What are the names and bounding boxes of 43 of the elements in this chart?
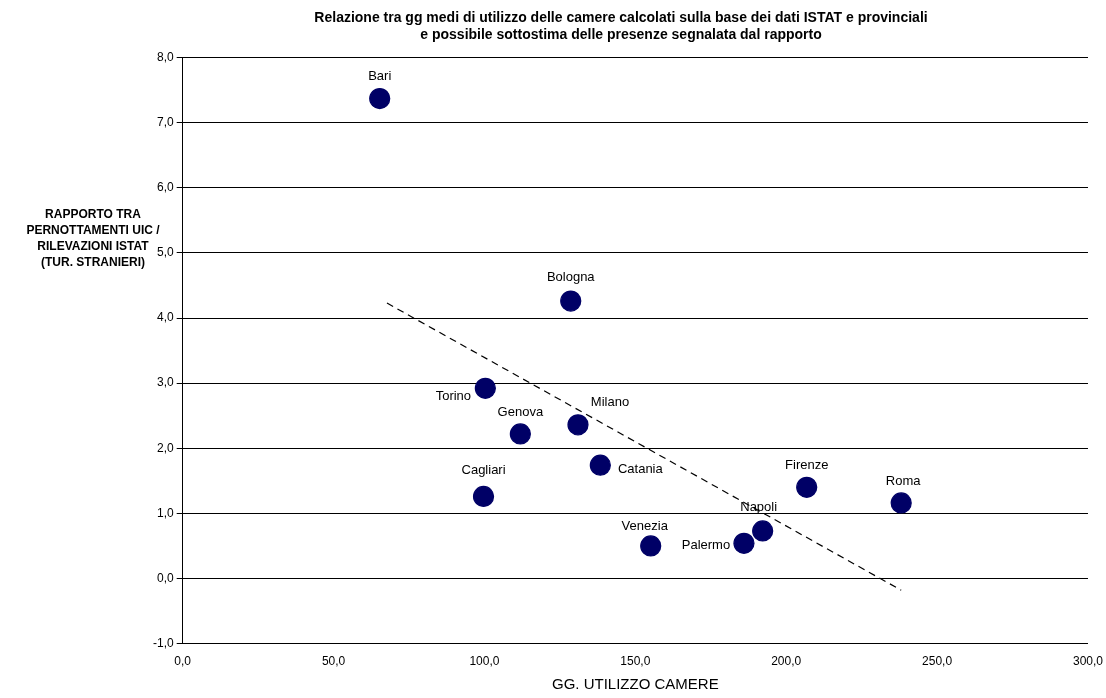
annotation: Bologna bbox=[546, 268, 596, 284]
point bbox=[567, 414, 589, 436]
point bbox=[733, 532, 755, 554]
point bbox=[474, 377, 496, 399]
point bbox=[796, 476, 818, 498]
x-tick-label: 200,0 bbox=[771, 654, 802, 669]
annotation: Palermo bbox=[681, 536, 731, 552]
annotation: Torino bbox=[435, 387, 472, 403]
point bbox=[472, 485, 495, 508]
y-tick-label: 8,0 bbox=[156, 49, 174, 64]
point bbox=[369, 88, 391, 110]
x-tick-label: 150,0 bbox=[620, 654, 651, 669]
chart-title: Relazione tra gg medi di utilizzo delle camere calcolati sulla base dei dati ISTAT e provinciali e possibile sottostima delle presenze segnalata dal rapporto bbox=[314, 9, 928, 43]
y-tick-label: -1,0 bbox=[152, 635, 174, 650]
annotation: Venezia bbox=[621, 517, 669, 533]
x-axis-title: GG. UTILIZZO CAMERE bbox=[551, 675, 719, 693]
point bbox=[640, 535, 662, 557]
annotation: Bari bbox=[368, 68, 392, 84]
annotation: Catania bbox=[617, 460, 664, 476]
y-tick-label: 1,0 bbox=[156, 505, 174, 520]
x-tick-label: 300,0 bbox=[1072, 654, 1104, 669]
x-tick-label: 250,0 bbox=[922, 654, 953, 669]
point bbox=[560, 290, 582, 312]
annotation: Cagliari bbox=[461, 462, 506, 478]
y-tick-label: 0,0 bbox=[156, 570, 174, 585]
y-tick-label: 5,0 bbox=[156, 245, 174, 260]
point bbox=[890, 492, 912, 514]
y-tick-label: 7,0 bbox=[156, 115, 174, 130]
point bbox=[752, 520, 774, 542]
annotation: Genova bbox=[497, 403, 544, 419]
y-tick-label: 2,0 bbox=[156, 440, 174, 455]
y-tick-label: 4,0 bbox=[156, 310, 174, 325]
y-tick-label: 3,0 bbox=[156, 375, 174, 390]
point bbox=[509, 423, 531, 445]
x-tick-label: 50,0 bbox=[321, 654, 346, 669]
x-tick-label: 0,0 bbox=[174, 654, 192, 669]
point bbox=[589, 454, 611, 476]
x-tick-label: 100,0 bbox=[469, 654, 500, 669]
annotation: Napoli bbox=[740, 498, 778, 514]
annotation: Milano bbox=[590, 394, 630, 410]
annotation: Roma bbox=[885, 472, 922, 488]
annotation: Firenze bbox=[785, 456, 829, 472]
y-tick-label: 6,0 bbox=[156, 180, 174, 195]
